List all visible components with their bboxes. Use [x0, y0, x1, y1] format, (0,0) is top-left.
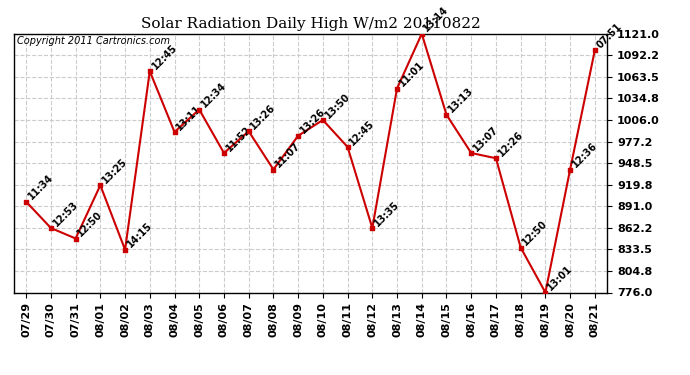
Text: 13:26: 13:26 [248, 102, 277, 131]
Text: 11:52: 11:52 [224, 124, 253, 153]
Text: 11:34: 11:34 [26, 173, 55, 202]
Title: Solar Radiation Daily High W/m2 20110822: Solar Radiation Daily High W/m2 20110822 [141, 17, 480, 31]
Text: 07:51: 07:51 [595, 21, 624, 50]
Text: 12:36: 12:36 [570, 141, 599, 170]
Point [540, 290, 551, 296]
Text: Copyright 2011 Cartronics.com: Copyright 2011 Cartronics.com [17, 36, 170, 46]
Text: 13:26: 13:26 [298, 107, 327, 136]
Text: 13:25: 13:25 [100, 156, 129, 185]
Point [243, 128, 254, 134]
Point [21, 199, 32, 205]
Point [194, 106, 205, 112]
Text: 13:13: 13:13 [446, 86, 475, 115]
Point [515, 244, 526, 250]
Text: 11:01: 11:01 [397, 60, 426, 88]
Text: 11:07: 11:07 [273, 141, 302, 170]
Point [491, 155, 502, 161]
Point [391, 86, 402, 92]
Text: 12:53: 12:53 [51, 199, 80, 228]
Text: 12:50: 12:50 [76, 210, 105, 238]
Text: 13:07: 13:07 [471, 124, 500, 153]
Point [119, 247, 130, 253]
Text: 12:45: 12:45 [348, 118, 377, 147]
Text: 12:50: 12:50 [521, 219, 550, 248]
Point [46, 225, 57, 231]
Text: 13:01: 13:01 [545, 264, 574, 292]
Text: 12:34: 12:34 [199, 81, 228, 110]
Text: 13:11: 13:11 [175, 103, 204, 132]
Point [367, 225, 378, 231]
Point [564, 166, 575, 172]
Text: 14:15: 14:15 [125, 221, 154, 250]
Point [293, 133, 304, 139]
Point [70, 236, 81, 242]
Text: 12:45: 12:45 [150, 42, 179, 71]
Point [441, 112, 452, 118]
Point [268, 166, 279, 172]
Point [169, 129, 180, 135]
Point [95, 182, 106, 188]
Point [144, 68, 155, 74]
Text: 13:35: 13:35 [373, 199, 402, 228]
Point [589, 47, 600, 53]
Text: 12:26: 12:26 [496, 129, 525, 158]
Point [342, 144, 353, 150]
Point [466, 150, 477, 156]
Point [219, 150, 230, 156]
Point [317, 117, 328, 123]
Text: 13:14: 13:14 [422, 5, 451, 34]
Point [416, 31, 427, 37]
Text: 13:50: 13:50 [323, 91, 352, 120]
